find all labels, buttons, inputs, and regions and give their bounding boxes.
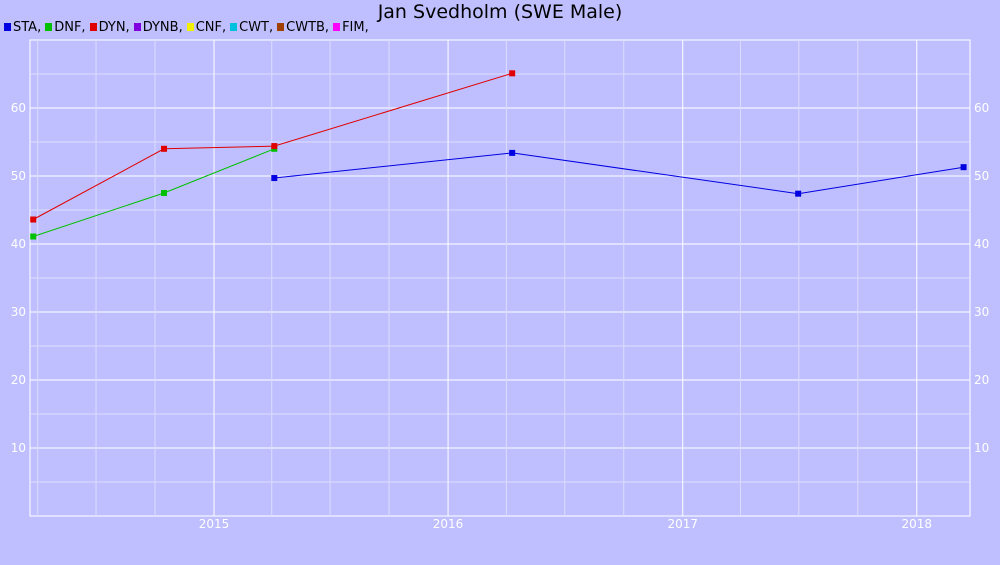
legend-swatch — [333, 23, 341, 31]
legend-item: CNF, — [186, 20, 227, 35]
legend-item: FIM, — [333, 20, 369, 35]
y-tick-label-left: 30 — [11, 305, 26, 319]
data-point-dnf — [161, 190, 168, 196]
data-point-dnf — [30, 233, 37, 240]
legend-label: CNF, — [195, 20, 227, 35]
legend-swatch — [45, 23, 53, 31]
data-point-sta — [960, 164, 967, 171]
legend-item: STA, — [4, 20, 41, 35]
legend-swatch — [186, 23, 194, 31]
y-tick-label-right: 60 — [974, 101, 989, 115]
chart-legend: STA, DNF, DYN, DYNB, CNF, CWT, CWTB, FIM, — [4, 20, 373, 35]
legend-swatch — [4, 23, 11, 31]
y-tick-label-right: 30 — [974, 305, 989, 319]
grid-layer — [29, 39, 971, 517]
y-tick-label-right: 50 — [974, 169, 989, 183]
legend-label: CWT, — [239, 20, 274, 35]
data-point-sta — [795, 190, 802, 197]
legend-swatch — [230, 23, 238, 31]
data-point-sta — [509, 149, 516, 156]
x-tick-label: 2016 — [433, 517, 464, 531]
legend-label: STA, — [13, 20, 42, 35]
legend-label: CWTB, — [286, 20, 330, 35]
x-tick-label: 2018 — [902, 517, 933, 531]
y-tick-label-left: 10 — [11, 441, 26, 455]
data-point-dyn — [271, 143, 278, 150]
data-point-dyn — [30, 216, 37, 223]
legend-item: DYNB, — [133, 20, 183, 35]
legend-item: CWT, — [230, 20, 273, 35]
data-point-dyn — [161, 145, 168, 152]
y-tick-label-left: 50 — [11, 169, 26, 183]
chart-title: Jan Svedholm (SWE Male) — [377, 1, 623, 23]
legend-item: DNF, — [45, 20, 86, 35]
x-tick-label: 2017 — [667, 517, 698, 531]
y-tick-label-left: 60 — [11, 101, 26, 115]
data-point-dyn — [509, 70, 516, 77]
y-tick-label-left: 20 — [11, 373, 26, 387]
series-line-dyn — [32, 72, 513, 220]
legend-swatch — [277, 23, 285, 31]
legend-swatch — [133, 23, 141, 31]
y-tick-label-right: 10 — [974, 441, 989, 455]
axis-layer: 10 10 20 20 30 30 40 40 50 50 60 60 2015 2016 2017 2018 — [11, 101, 990, 531]
y-tick-label-right: 20 — [974, 373, 989, 387]
legend-label: DNF, — [54, 20, 86, 35]
y-tick-label-left: 40 — [11, 237, 26, 251]
x-tick-label: 2015 — [199, 517, 230, 531]
legend-label: DYNB, — [142, 20, 183, 35]
legend-swatch — [89, 23, 97, 31]
legend-label: FIM, — [342, 20, 369, 35]
series-line-sta — [274, 152, 964, 195]
y-tick-label-right: 40 — [974, 237, 989, 251]
legend-item: DYN, — [89, 20, 130, 35]
series-line-dnf — [33, 148, 275, 237]
legend-label: DYN, — [98, 20, 130, 35]
series-layer — [30, 70, 967, 240]
data-point-sta — [271, 175, 278, 182]
legend-item: CWTB, — [277, 20, 329, 35]
